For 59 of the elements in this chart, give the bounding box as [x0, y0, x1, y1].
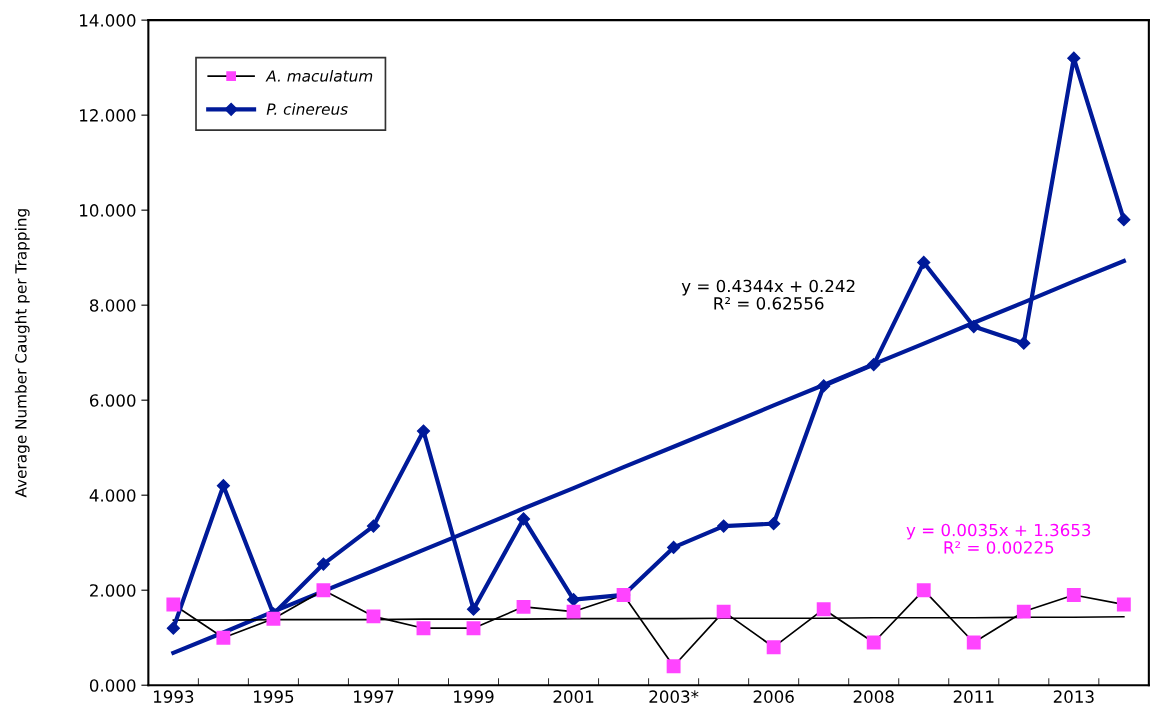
y-tick-label: 0.000 [89, 679, 136, 692]
point [166, 597, 181, 612]
point [466, 602, 481, 616]
point [366, 609, 381, 624]
x-tick-label: 2011 [953, 690, 994, 703]
point [416, 424, 431, 438]
point [266, 611, 281, 626]
y-tick-label: 10.000 [80, 204, 136, 217]
point [516, 512, 531, 526]
point [916, 583, 931, 598]
y-tick-label: 2.000 [90, 584, 136, 597]
x-tick-label: 1993 [153, 690, 194, 703]
point [867, 357, 881, 372]
point [816, 602, 831, 617]
point [1017, 336, 1031, 350]
x-tick-label: 1995 [254, 690, 294, 703]
y-tick-label: 14.000 [80, 14, 136, 27]
x-tick-label: 2001 [553, 690, 594, 703]
point [516, 599, 531, 614]
annotation: y = 0.0035x + 1.3653 R² = 0.00225 [906, 523, 1091, 554]
x-tick-label: 1997 [354, 690, 394, 703]
legend-label: A. maculatum [265, 69, 373, 82]
point [767, 517, 781, 531]
x-tick-label: 2006 [753, 690, 794, 703]
point [866, 635, 881, 650]
point [967, 319, 981, 334]
legend-label: P. cinereus [266, 103, 348, 115]
x-tick-label: 2008 [853, 690, 894, 703]
point [966, 635, 981, 650]
point [216, 630, 231, 645]
point [717, 519, 731, 533]
point [817, 379, 831, 393]
x-tick-label: 2013 [1053, 690, 1094, 703]
point [166, 621, 180, 635]
point [566, 604, 581, 619]
x-tick-label: 1999 [454, 690, 494, 703]
y-tick-label: 12.000 [80, 109, 136, 122]
x-tick-label: 2003* [649, 690, 699, 703]
point [1117, 213, 1131, 227]
point [1066, 588, 1081, 602]
point [766, 640, 781, 655]
point [316, 583, 331, 598]
point [1116, 597, 1131, 612]
point [566, 593, 581, 607]
point [316, 557, 331, 571]
point [667, 540, 681, 555]
y-tick-label: 8.000 [89, 299, 136, 312]
y-tick-label: 6.000 [89, 394, 136, 407]
point [466, 621, 481, 636]
point [366, 519, 381, 533]
point [1016, 604, 1031, 619]
annotation: y = 0.4344x + 0.242 R² = 0.62556 [681, 279, 855, 310]
point [716, 604, 731, 619]
y-axis-title: Average Number Caught per Trapping [14, 209, 30, 498]
y-tick-label: 4.000 [89, 489, 136, 502]
point [216, 479, 230, 493]
point [917, 255, 931, 269]
point [666, 659, 681, 674]
point [416, 621, 431, 636]
